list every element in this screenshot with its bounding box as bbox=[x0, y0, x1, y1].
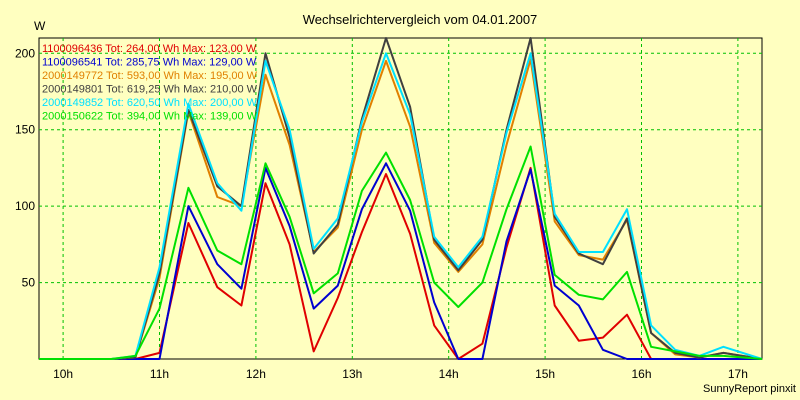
legend-entry-4: 2000149801 Tot: 619,25 Wh Max: 210,00 W bbox=[42, 84, 258, 96]
series-line-6 bbox=[39, 145, 763, 360]
legend-entry-3: 2000149772 Tot: 593,00 Wh Max: 195,00 W bbox=[42, 70, 258, 82]
credit-label: SunnyReport pinxit bbox=[703, 383, 796, 395]
legend: 1100096436 Tot: 264,00 Wh Max: 123,00 W 1… bbox=[42, 43, 258, 123]
y-axis-unit-label: W bbox=[34, 19, 46, 33]
series-layer bbox=[39, 37, 763, 360]
y-tick-label: 200 bbox=[15, 46, 35, 60]
legend-entry-6: 2000150622 Tot: 394,00 Wh Max: 139,00 W bbox=[42, 111, 258, 123]
x-tick-label: 16h bbox=[631, 367, 651, 381]
legend-entry-2: 1100096541 Tot: 285,75 Wh Max: 129,00 W bbox=[42, 57, 257, 69]
series-line-5 bbox=[39, 52, 763, 360]
x-tick-label: 10h bbox=[53, 367, 73, 381]
x-tick-label: 12h bbox=[246, 367, 266, 381]
y-tick-label: 50 bbox=[22, 276, 36, 290]
legend-entry-1: 1100096436 Tot: 264,00 Wh Max: 123,00 W bbox=[42, 43, 257, 55]
x-tick-label: 15h bbox=[535, 367, 555, 381]
axis-layer: 10h 11h 12h 13h 14h 15h 16h 17h 50 100 150 200 bbox=[15, 46, 748, 381]
x-tick-label: 13h bbox=[342, 367, 362, 381]
legend-entry-5: 2000149852 Tot: 620,50 Wh Max: 200,00 W bbox=[42, 97, 258, 109]
chart-title: Wechselrichtervergleich vom 04.01.2007 bbox=[303, 12, 538, 27]
x-tick-label: 14h bbox=[439, 367, 459, 381]
plot-area bbox=[38, 37, 763, 360]
y-tick-label: 150 bbox=[15, 123, 35, 137]
x-tick-label: 11h bbox=[150, 367, 169, 381]
y-tick-label: 100 bbox=[15, 199, 35, 213]
series-line-2 bbox=[39, 162, 762, 360]
series-line-1 bbox=[39, 166, 762, 360]
x-tick-label: 17h bbox=[728, 367, 748, 381]
